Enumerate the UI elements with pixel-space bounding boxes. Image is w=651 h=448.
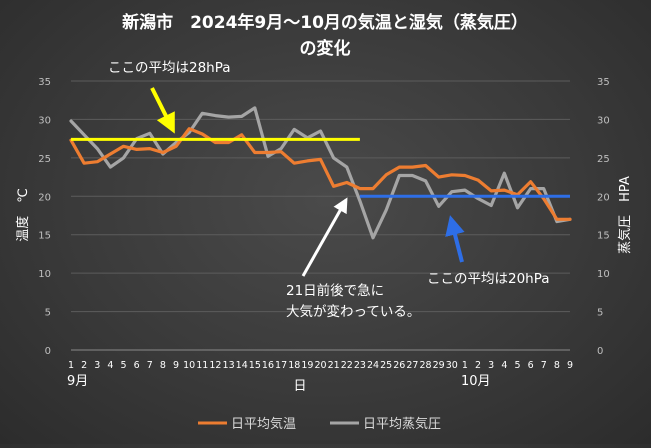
x-tick-label: 10	[183, 360, 195, 371]
y-tick-label-left: 30	[38, 115, 51, 126]
x-tick-label: 3	[488, 360, 494, 371]
x-tick-label: 8	[160, 360, 166, 371]
y-axis-right-label: 蒸気圧 HPA	[617, 176, 633, 254]
annotation-blue-arrow	[445, 215, 465, 263]
x-tick-label: 24	[367, 360, 379, 371]
series-line-vapor-pressure	[69, 106, 572, 240]
y-tick-label-left: 5	[45, 308, 51, 319]
x-tick-label: 8	[554, 360, 560, 371]
y-tick-label-left: 35	[38, 77, 51, 88]
y-axis-left-ticks: 0 5 10 15 20 25 30 35	[38, 77, 51, 357]
x-tick-label: 1	[68, 360, 74, 371]
x-axis-label: 日	[293, 379, 306, 394]
y-axis-left-label: 温度 ℃	[15, 188, 31, 242]
x-tick-label: 7	[147, 360, 153, 371]
x-tick-label: 17	[275, 360, 287, 371]
x-tick-label: 27	[406, 360, 418, 371]
y-tick-label-right: 20	[597, 192, 610, 203]
month-labels: 9月 10月	[67, 374, 490, 389]
y-tick-label-right: 25	[597, 154, 610, 165]
x-tick-label: 19	[301, 360, 313, 371]
annotation-yellow-arrow	[150, 87, 175, 134]
x-tick-label: 5	[121, 360, 127, 371]
chart-title-line1: 新潟市 2024年9月～10月の気温と湿気（蒸気圧）	[122, 12, 528, 33]
y-tick-label-right: 35	[597, 77, 610, 88]
x-tick-label: 12	[209, 360, 221, 371]
x-tick-label: 18	[288, 360, 300, 371]
y-tick-label-left: 0	[45, 346, 51, 357]
x-axis-ticks: 1 2 3 4 5 6 7 8 9 10 11 12 13 14 15 16 17 18 19 20 21 22 23 24 2…	[68, 360, 573, 371]
x-tick-label: 21	[328, 360, 340, 371]
chart-title-line2: の変化	[300, 38, 351, 59]
y-tick-label-left: 20	[38, 192, 51, 203]
x-tick-label: 30	[446, 360, 458, 371]
x-tick-label: 25	[380, 360, 392, 371]
x-tick-label: 15	[249, 360, 261, 371]
x-tick-label: 29	[433, 360, 445, 371]
x-tick-label: 6	[134, 360, 140, 371]
series-lines	[69, 106, 572, 240]
x-tick-label: 28	[420, 360, 432, 371]
y-tick-label-left: 15	[38, 231, 51, 242]
x-tick-label: 14	[236, 360, 248, 371]
x-tick-label: 26	[393, 360, 405, 371]
annotation-yellow-label: ここの平均は28hPa	[108, 60, 231, 76]
x-tick-label: 11	[196, 360, 208, 371]
x-tick-label: 9	[173, 360, 179, 371]
y-axis-right-ticks: 0 5 10 15 20 25 30 35	[597, 77, 610, 357]
legend: 日平均気温 日平均蒸気圧	[198, 416, 441, 432]
annotation-main-line2: 大気が変わっている。	[286, 303, 420, 320]
legend-label-temperature: 日平均気温	[231, 416, 296, 432]
y-tick-label-right: 0	[597, 346, 603, 357]
x-tick-label: 16	[262, 360, 274, 371]
x-tick-label: 5	[514, 360, 520, 371]
y-tick-label-right: 10	[597, 269, 610, 280]
annotation-blue-label: ここの平均は20hPa	[427, 271, 550, 287]
reference-lines	[71, 137, 570, 198]
x-tick-label: 22	[341, 360, 353, 371]
x-tick-label: 20	[314, 360, 326, 371]
annotation-main-line1: 21日前後で急に	[286, 282, 384, 299]
series-line-temperature	[69, 127, 572, 221]
x-tick-label: 6	[528, 360, 534, 371]
x-tick-label: 3	[94, 360, 100, 371]
annotation-white-arrow	[301, 197, 348, 277]
x-tick-label: 23	[354, 360, 366, 371]
y-tick-label-left: 10	[38, 269, 51, 280]
x-tick-label: 4	[501, 360, 507, 371]
x-tick-label: 13	[223, 360, 235, 371]
y-tick-label-right: 30	[597, 115, 610, 126]
x-tick-label: 7	[541, 360, 547, 371]
y-tick-label-left: 25	[38, 154, 51, 165]
legend-label-vapor-pressure: 日平均蒸気圧	[363, 416, 441, 432]
x-tick-label: 1	[462, 360, 468, 371]
x-tick-label: 2	[81, 360, 87, 371]
x-tick-label: 9	[567, 360, 573, 371]
month-label: 10月	[461, 374, 491, 389]
y-tick-label-right: 15	[597, 231, 610, 242]
x-tick-label: 4	[107, 360, 113, 371]
y-tick-label-right: 5	[597, 308, 603, 319]
month-label: 9月	[67, 374, 88, 389]
x-tick-label: 2	[475, 360, 481, 371]
